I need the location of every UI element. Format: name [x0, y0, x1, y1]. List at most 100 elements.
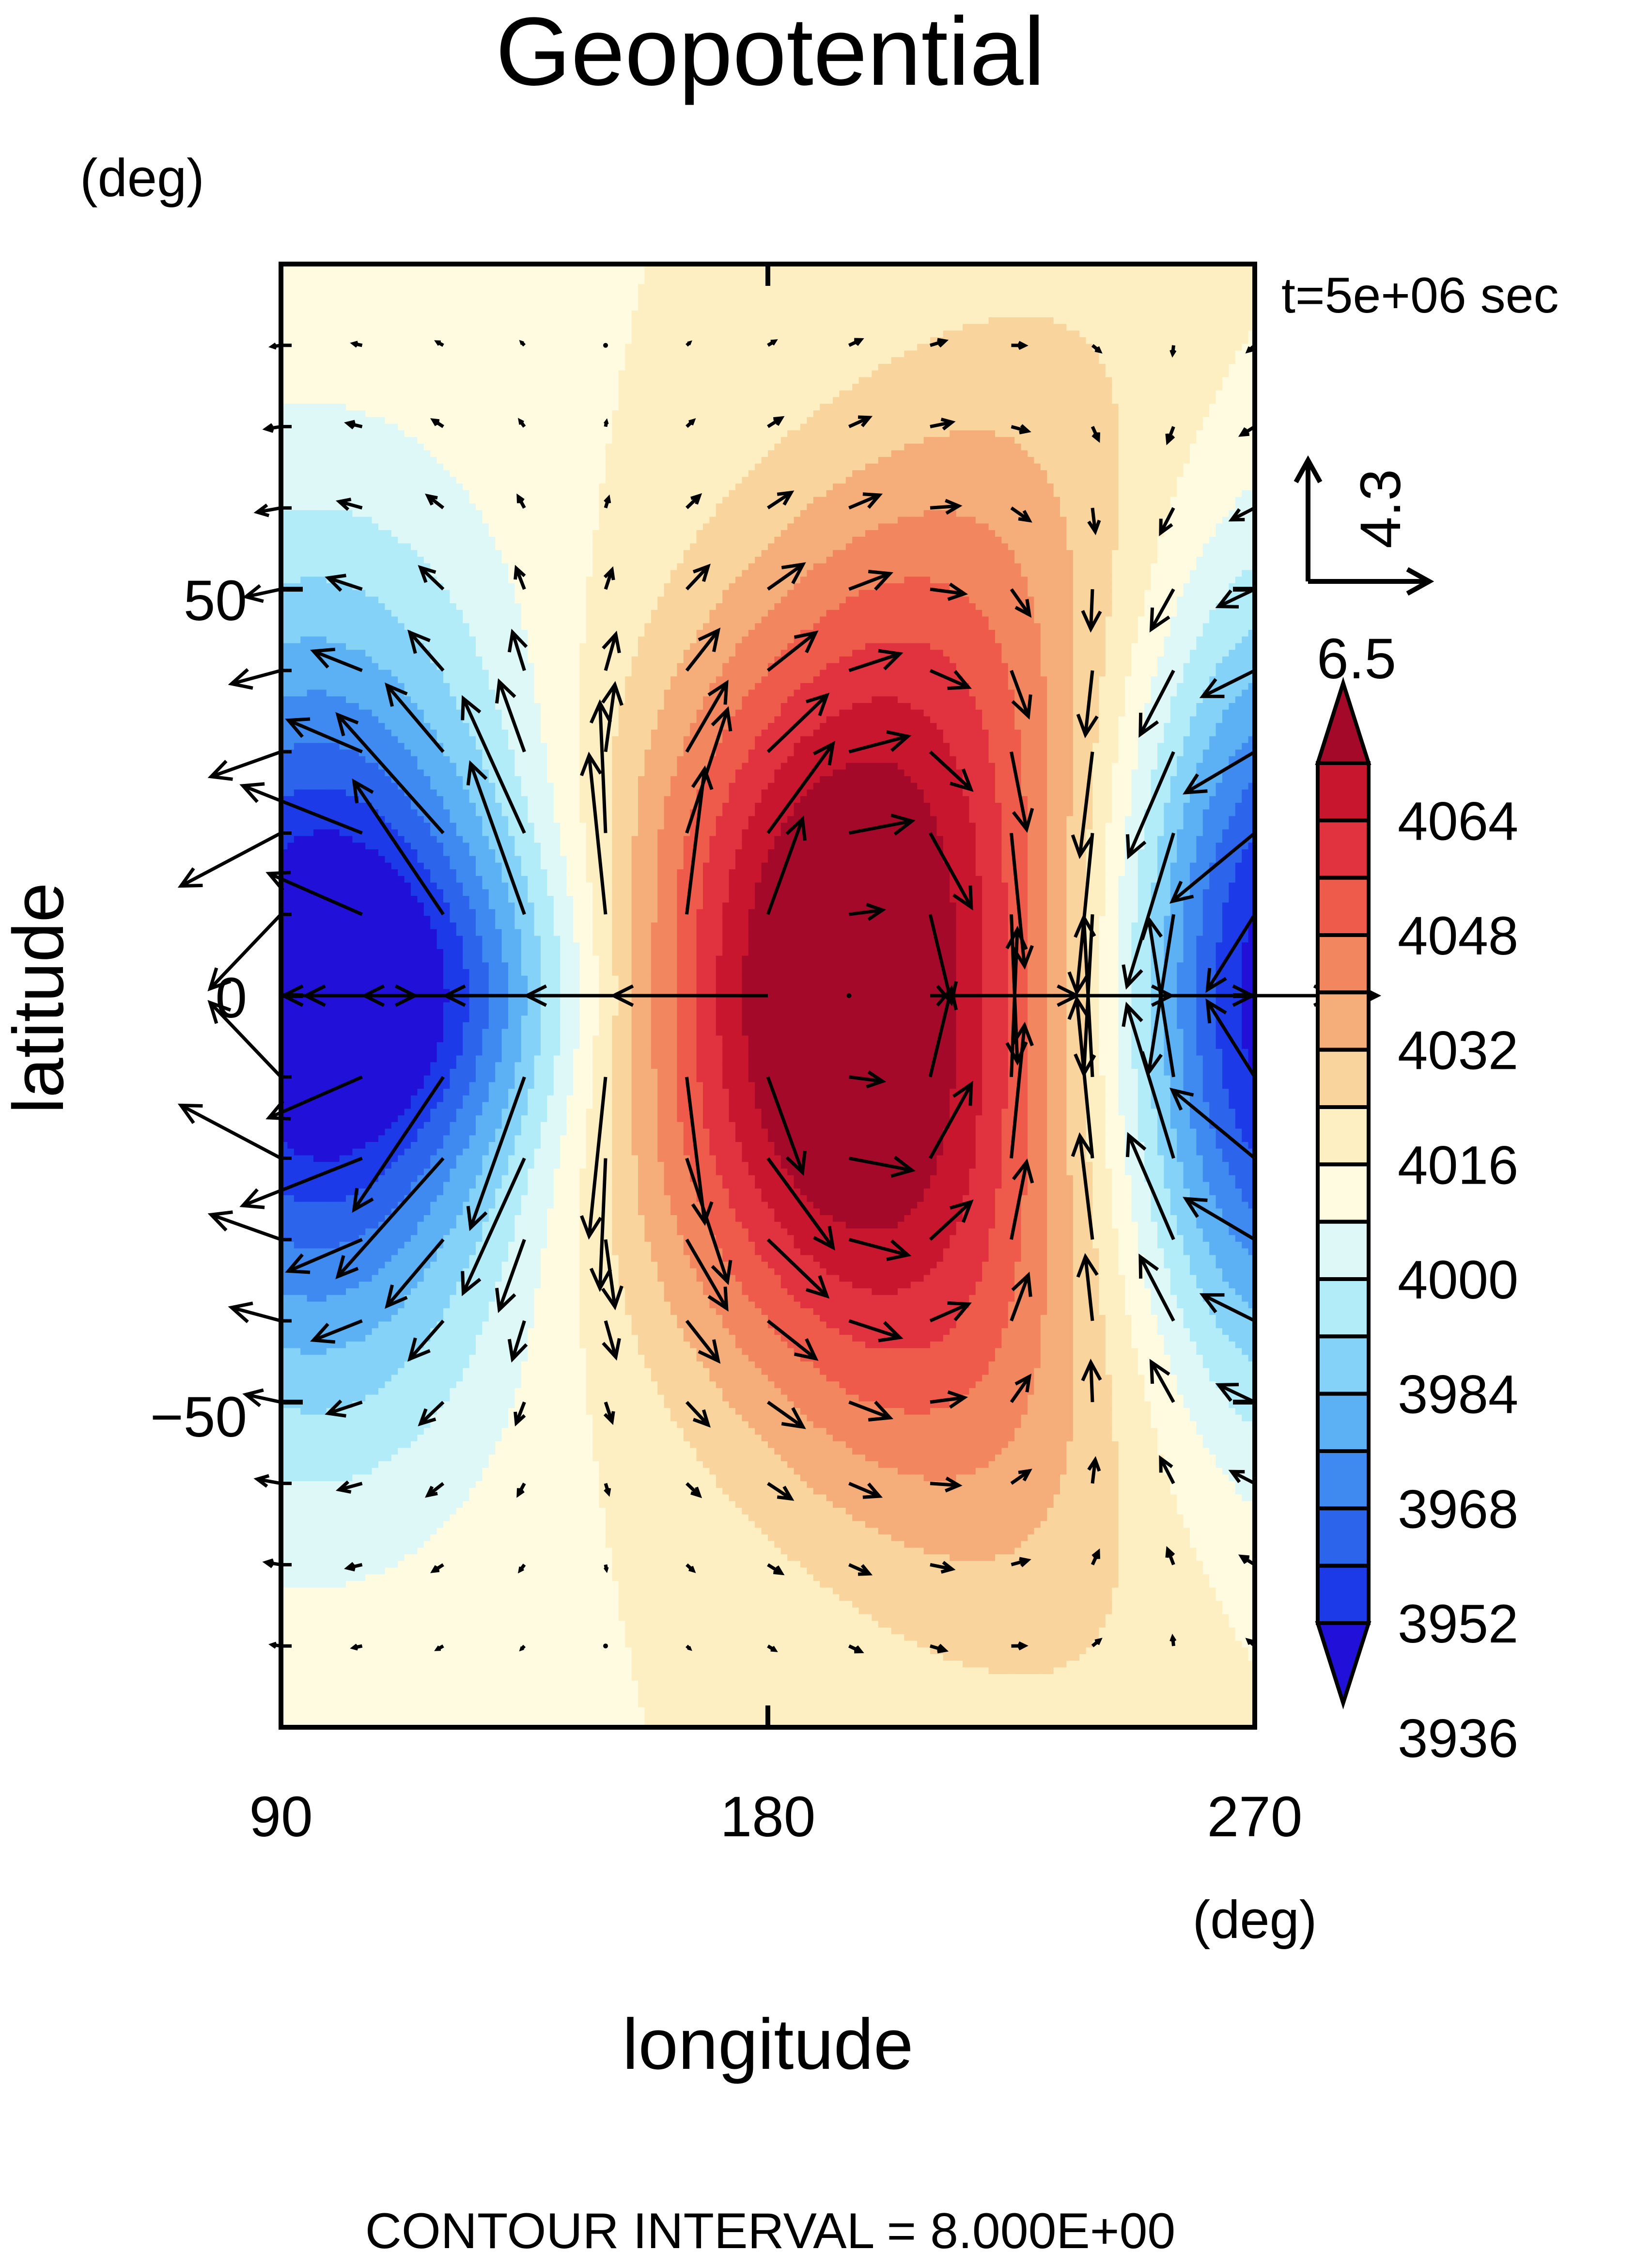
field-cell [378, 1308, 386, 1315]
field-cell [352, 676, 359, 684]
field-cell [307, 477, 314, 484]
field-cell [300, 1355, 308, 1362]
field-cell [365, 1048, 373, 1056]
field-cell [378, 1394, 386, 1402]
field-cell [398, 596, 405, 604]
field-cell [411, 1581, 418, 1588]
field-cell [404, 1654, 411, 1661]
field-cell [372, 1647, 379, 1655]
field-cell [320, 1607, 327, 1615]
field-cell [287, 1687, 295, 1695]
field-cell [326, 1142, 333, 1149]
field-cell [313, 1541, 321, 1548]
field-cell [346, 1122, 353, 1129]
field-cell [339, 689, 346, 697]
field-cell [398, 1468, 405, 1475]
field-cell [404, 1255, 411, 1262]
field-cell [333, 1501, 340, 1508]
field-cell [287, 1341, 295, 1349]
field-cell [385, 922, 392, 930]
field-cell [358, 1348, 366, 1355]
field-cell [398, 557, 405, 564]
field-cell [417, 736, 424, 744]
field-cell [320, 916, 327, 923]
field-cell [372, 916, 379, 923]
field-cell [365, 1601, 373, 1608]
field-cell [346, 590, 353, 597]
field-cell [352, 689, 359, 697]
field-cell [404, 1508, 411, 1515]
field-cell [339, 696, 346, 704]
field-cell [352, 457, 359, 464]
field-cell [404, 1528, 411, 1535]
field-cell [320, 1381, 327, 1389]
field-cell [320, 530, 327, 537]
field-cell [372, 1109, 379, 1116]
field-cell [287, 1035, 295, 1043]
field-cell [294, 470, 301, 477]
field-cell [339, 650, 346, 657]
field-cell [313, 277, 321, 284]
field-cell [398, 1062, 405, 1069]
field-cell [404, 304, 411, 311]
field-cell [300, 1654, 308, 1661]
field-cell [372, 1122, 379, 1129]
field-cell [391, 304, 398, 311]
field-cell [391, 1095, 398, 1103]
field-cell [326, 1348, 333, 1355]
field-cell [398, 1408, 405, 1415]
field-cell [287, 763, 295, 770]
field-cell [417, 1308, 424, 1315]
field-cell [365, 1314, 373, 1322]
field-cell [326, 1435, 333, 1442]
field-cell [365, 1069, 373, 1076]
field-cell [352, 623, 359, 630]
field-cell [320, 1109, 327, 1116]
field-cell [300, 796, 308, 803]
field-cell [313, 1680, 321, 1688]
field-cell [287, 1135, 295, 1142]
field-cell [385, 270, 392, 278]
field-cell [346, 1594, 353, 1601]
field-cell [385, 477, 392, 484]
field-cell [326, 1481, 333, 1488]
field-cell [411, 756, 418, 764]
field-cell [391, 1468, 398, 1475]
field-cell [320, 603, 327, 610]
field-cell [294, 949, 301, 956]
field-cell [365, 1454, 373, 1462]
field-cell [307, 975, 314, 983]
field-cell [339, 1109, 346, 1116]
field-cell [404, 1016, 411, 1023]
field-cell [423, 344, 431, 351]
field-cell [378, 610, 386, 617]
field-cell [411, 1168, 418, 1176]
field-cell [423, 955, 431, 963]
field-cell [365, 430, 373, 438]
field-cell [378, 1182, 386, 1189]
field-cell [352, 443, 359, 451]
field-cell [378, 1335, 386, 1342]
field-cell [378, 1528, 386, 1535]
field-cell [307, 1687, 314, 1695]
field-cell [417, 1275, 424, 1282]
field-cell [391, 536, 398, 544]
field-cell [398, 330, 405, 338]
field-cell [372, 630, 379, 637]
field-cell [313, 430, 321, 438]
field-cell [307, 1202, 314, 1209]
field-cell [404, 1707, 411, 1715]
field-cell [300, 1341, 308, 1349]
field-cell [333, 1308, 340, 1315]
field-cell [417, 357, 424, 364]
field-cell [417, 1448, 424, 1455]
field-cell [398, 1481, 405, 1488]
field-cell [339, 1647, 346, 1655]
field-cell [307, 843, 314, 850]
field-cell [326, 1282, 333, 1289]
field-cell [294, 936, 301, 943]
field-cell [333, 1202, 340, 1209]
field-cell [417, 816, 424, 823]
field-cell [326, 630, 333, 637]
field-cell [404, 297, 411, 305]
